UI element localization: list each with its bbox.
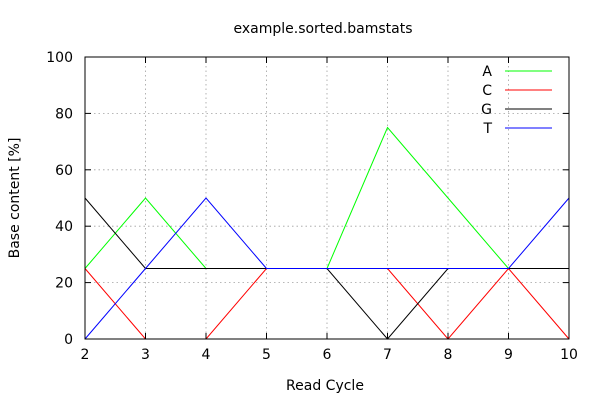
x-tick-label: 3 — [141, 347, 150, 363]
y-tick-label: 60 — [55, 163, 73, 179]
y-tick-label: 20 — [55, 276, 73, 292]
x-tick-label: 10 — [560, 347, 578, 363]
grid-lines — [85, 57, 569, 339]
x-tick-labels: 2 3 4 5 6 7 8 9 10 — [81, 347, 578, 363]
legend-label-c: C — [482, 83, 492, 99]
legend-label-g: G — [481, 102, 492, 118]
x-tick-label: 2 — [81, 347, 90, 363]
y-axis-label: Base content [%] — [7, 138, 23, 259]
x-tick-label: 8 — [444, 347, 453, 363]
series-lines — [84, 126, 570, 340]
x-tick-label: 9 — [504, 347, 513, 363]
legend-label-a: A — [482, 64, 492, 80]
axis-ticks — [84, 56, 570, 340]
x-tick-label: 5 — [262, 347, 271, 363]
legend-label-t: T — [482, 121, 492, 137]
chart-title: example.sorted.bamstats — [233, 21, 412, 37]
y-tick-labels: 0 20 40 60 80 100 — [46, 50, 73, 348]
x-tick-label: 6 — [323, 347, 332, 363]
y-tick-label: 0 — [64, 332, 73, 348]
x-tick-label: 4 — [202, 347, 211, 363]
y-tick-label: 40 — [55, 219, 73, 235]
y-tick-label: 100 — [46, 50, 73, 66]
y-tick-label: 80 — [55, 106, 73, 122]
x-tick-label: 7 — [383, 347, 392, 363]
x-axis-label: Read Cycle — [286, 378, 364, 394]
series-line-t — [84, 197, 570, 340]
